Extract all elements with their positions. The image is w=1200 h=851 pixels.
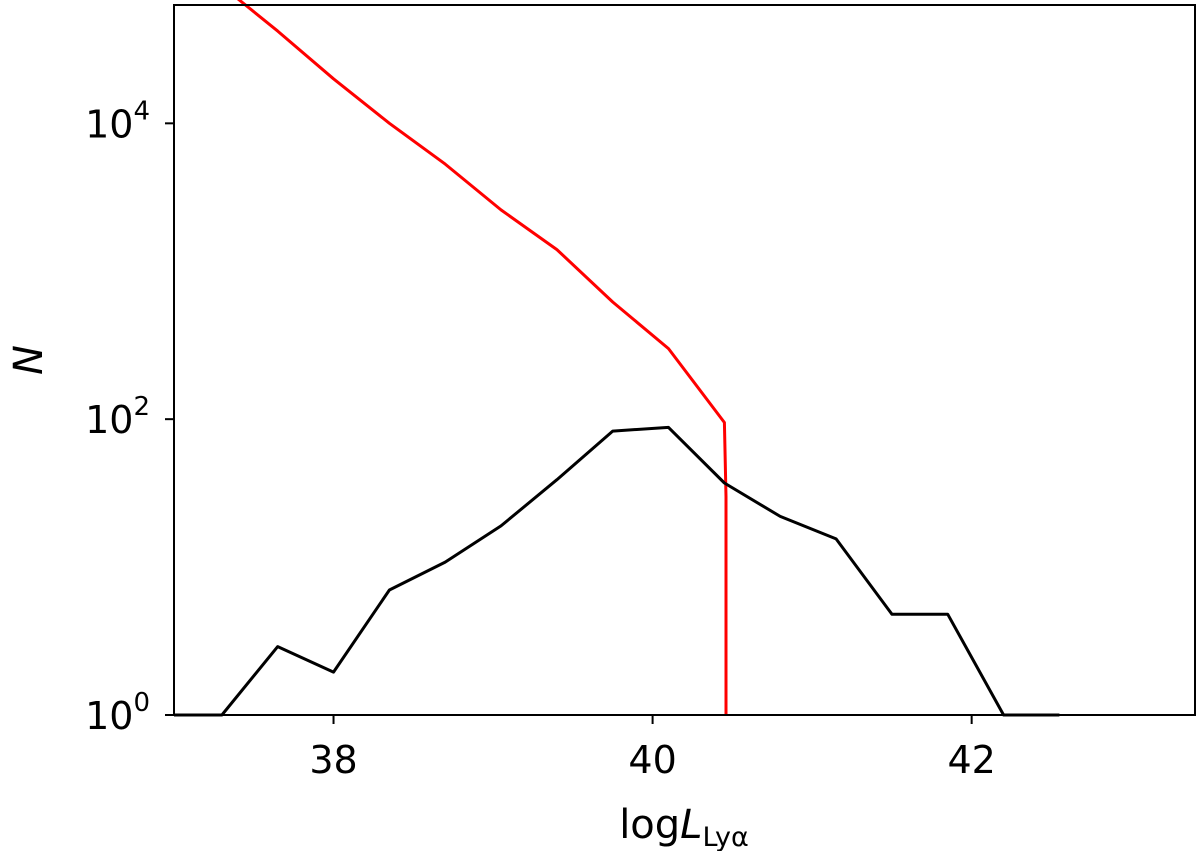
plot-frame bbox=[173, 4, 1196, 716]
series-layer bbox=[174, 0, 1060, 717]
series-line-1 bbox=[174, 425, 1060, 717]
x-tick-label-1: 40 bbox=[628, 738, 676, 782]
y-tick-label-2: 104 bbox=[85, 96, 150, 146]
y-tick-label-1: 102 bbox=[85, 392, 150, 442]
x-tick-label-0: 38 bbox=[309, 738, 357, 782]
series-line-0 bbox=[236, 0, 728, 715]
x-axis-label: logLLyα bbox=[619, 802, 749, 851]
y-axis-label: N bbox=[6, 345, 52, 375]
y-tick-label-0: 100 bbox=[85, 688, 150, 738]
y-ticks: 100 102 104 bbox=[85, 96, 174, 738]
x-axis-label-variable: L bbox=[680, 802, 702, 848]
x-tick-label-2: 42 bbox=[947, 738, 995, 782]
x-axis-label-prefix: log bbox=[619, 802, 680, 848]
x-ticks: 38 40 42 bbox=[309, 715, 996, 782]
x-axis-label-subscript: Lyα bbox=[702, 822, 748, 851]
